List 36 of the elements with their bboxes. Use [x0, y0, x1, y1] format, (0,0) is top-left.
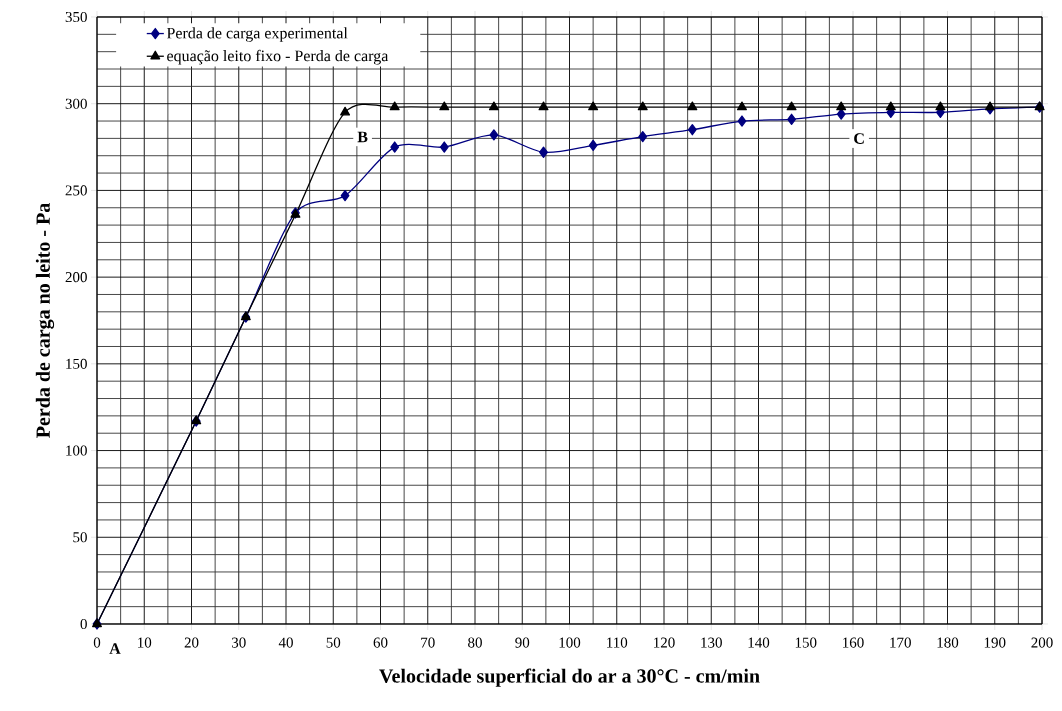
x-tick-label: 20 — [184, 637, 199, 648]
x-tick-label: 190 — [984, 637, 1006, 648]
y-tick-label: 150 — [66, 358, 87, 369]
y-tick-label: 300 — [65, 98, 87, 109]
x-tick-label: 130 — [701, 637, 722, 648]
x-tick-label: 100 — [559, 637, 581, 648]
y-tick-label: 0 — [80, 618, 87, 630]
x-tick-label: 90 — [515, 637, 530, 648]
x-tick-label: 80 — [468, 637, 482, 648]
x-tick-label: 140 — [748, 637, 770, 648]
x-tick-label: 70 — [421, 637, 435, 648]
x-tick-label: 170 — [890, 637, 911, 648]
annotation: C — [854, 133, 864, 144]
annotation: B — [357, 131, 368, 143]
legend-label: Perda de carga experimental — [166, 27, 348, 42]
x-tick-label: 10 — [138, 637, 152, 648]
x-tick-label: 110 — [607, 637, 628, 648]
y-tick-label: 200 — [65, 272, 87, 283]
x-tick-label: 200 — [1031, 637, 1053, 648]
x-tick-label: 180 — [937, 637, 959, 648]
y-tick-label: 100 — [66, 445, 87, 456]
x-axis-title: Velocidade superficial do ar a 30°C - cm/min — [379, 668, 760, 687]
x-tick-label: 30 — [231, 637, 246, 648]
x-tick-label: 160 — [843, 637, 864, 648]
x-tick-label: 120 — [654, 637, 675, 648]
x-tick-label: 60 — [373, 637, 388, 648]
y-tick-label: 350 — [65, 11, 87, 23]
x-tick-label: 40 — [278, 637, 293, 648]
x-tick-label: 0 — [93, 637, 101, 648]
y-axis-title: Perda de carga no leito - Pa — [35, 203, 55, 438]
legend-label: equação leito fixo - Perda de carga — [167, 49, 389, 65]
y-tick-label: 250 — [65, 185, 87, 196]
annotation: A — [109, 643, 121, 654]
y-tick-label: 50 — [73, 532, 87, 543]
x-tick-label: 150 — [795, 637, 817, 648]
x-tick-label: 50 — [326, 637, 341, 648]
